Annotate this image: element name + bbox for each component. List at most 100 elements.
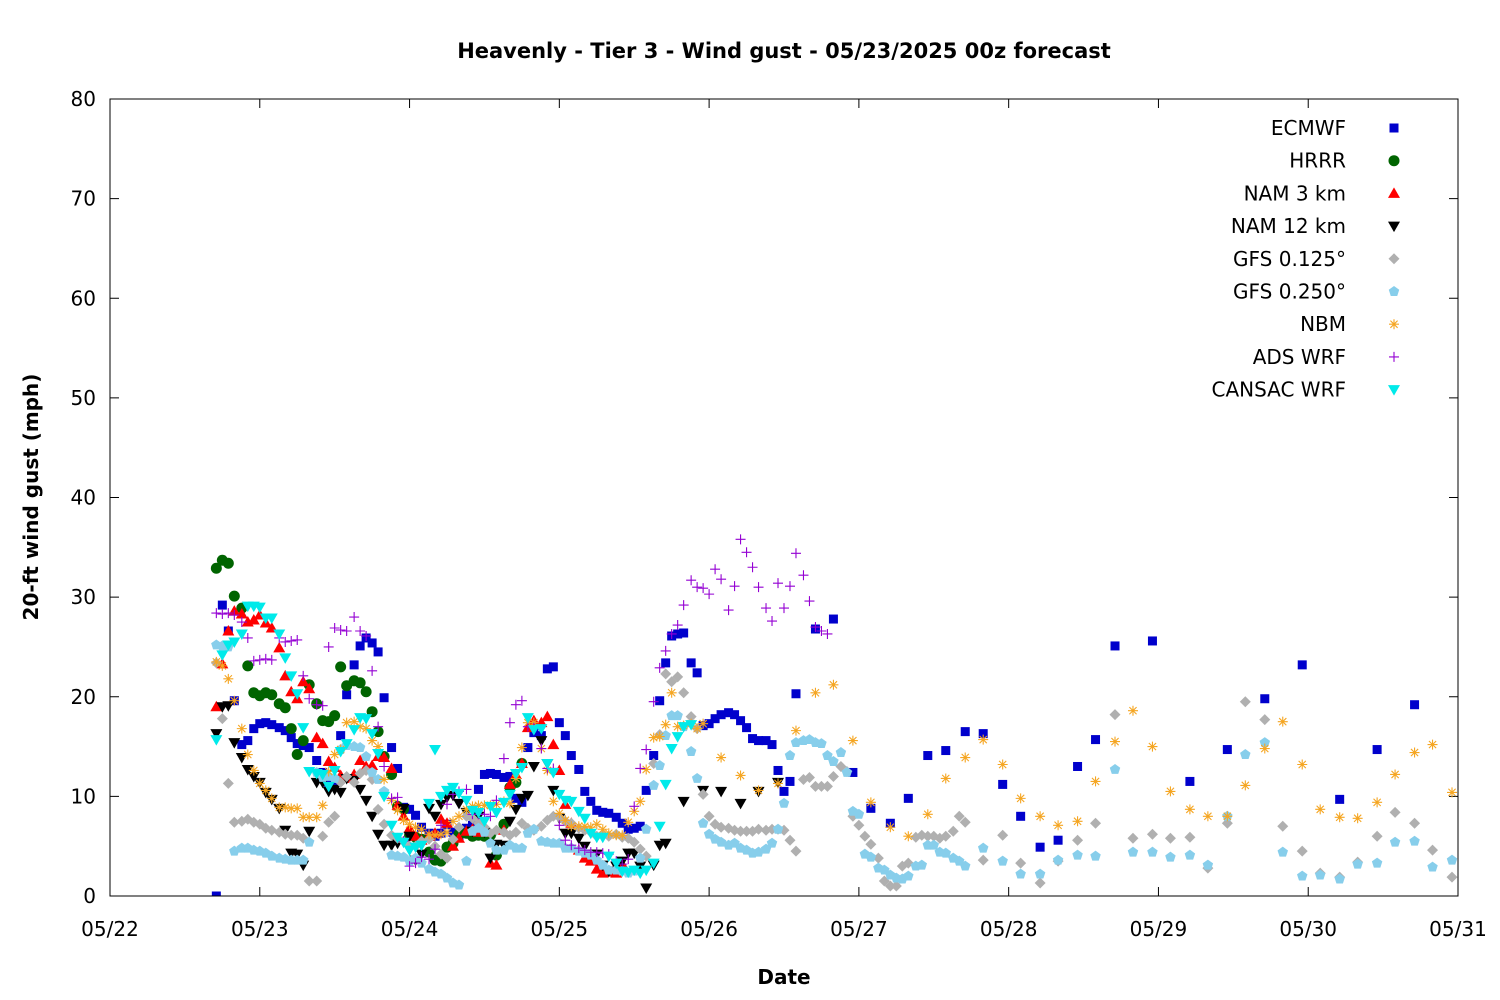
data-point — [685, 746, 697, 756]
data-point — [736, 716, 746, 726]
data-point — [316, 737, 329, 749]
data-point — [323, 641, 334, 652]
data-point — [710, 564, 721, 575]
data-point — [541, 710, 554, 722]
data-point — [535, 736, 548, 747]
data-point — [303, 682, 316, 694]
data-point — [490, 807, 503, 819]
data-point — [416, 824, 427, 835]
data-point — [735, 534, 746, 545]
data-point — [366, 759, 379, 770]
data-point — [1410, 700, 1420, 710]
data-point — [1259, 743, 1270, 754]
data-point — [560, 835, 571, 846]
data-point — [541, 758, 554, 770]
data-point — [773, 778, 784, 789]
data-point — [354, 754, 367, 766]
data-point — [1165, 786, 1176, 797]
data-point — [1127, 832, 1139, 844]
data-point — [404, 819, 415, 830]
data-point — [1427, 861, 1438, 872]
data-point — [604, 808, 614, 818]
data-point — [672, 710, 683, 721]
data-point — [279, 669, 292, 681]
data-point — [660, 719, 671, 730]
data-point — [223, 673, 234, 684]
data-point — [1202, 859, 1214, 870]
data-point — [329, 749, 340, 760]
data-point — [578, 813, 591, 825]
data-point — [678, 600, 689, 611]
data-point — [953, 810, 965, 822]
data-point — [748, 734, 758, 744]
data-point — [866, 803, 876, 813]
data-point — [1297, 759, 1308, 770]
data-point — [560, 815, 571, 826]
data-point — [473, 784, 483, 794]
data-point — [903, 831, 914, 842]
data-point — [1297, 870, 1308, 881]
data-point — [521, 713, 534, 724]
data-point — [660, 730, 671, 741]
data-point — [304, 743, 314, 753]
data-point — [235, 608, 248, 619]
data-point — [978, 729, 988, 739]
data-point — [767, 616, 778, 627]
data-point — [548, 662, 558, 672]
data-point — [393, 763, 403, 773]
data-point — [441, 852, 453, 864]
data-point — [692, 668, 702, 678]
data-point — [1090, 850, 1101, 861]
data-point — [248, 655, 259, 666]
data-point — [1259, 714, 1271, 726]
data-point — [959, 816, 971, 828]
data-point — [409, 830, 422, 841]
data-point — [716, 574, 727, 585]
data-point — [1409, 817, 1421, 829]
data-point — [591, 847, 602, 858]
series-nam-12-km — [210, 701, 785, 895]
data-point — [790, 548, 801, 559]
x-tick-label: 05/29 — [1130, 917, 1188, 941]
data-point — [248, 765, 259, 776]
series-nbm — [211, 656, 1458, 842]
data-point — [312, 756, 322, 766]
data-point — [523, 743, 533, 753]
data-point — [503, 816, 516, 828]
data-point — [373, 647, 383, 657]
data-point — [479, 800, 490, 811]
data-point — [784, 750, 796, 760]
data-point — [535, 724, 548, 735]
data-point — [590, 863, 603, 874]
data-point — [435, 813, 448, 824]
data-point — [236, 617, 247, 628]
data-point — [527, 761, 540, 773]
data-point — [429, 745, 442, 756]
legend-label: NBM — [1300, 312, 1346, 336]
x-tick-label: 05/26 — [680, 917, 738, 941]
data-point — [360, 751, 372, 761]
data-point — [916, 859, 928, 870]
x-tick-label: 05/28 — [980, 917, 1038, 941]
data-point — [566, 821, 577, 832]
data-points — [210, 534, 1458, 896]
data-point — [791, 689, 801, 699]
legend-marker — [1388, 221, 1400, 233]
data-point — [1277, 846, 1288, 857]
data-point — [354, 677, 366, 689]
data-point — [297, 854, 309, 865]
data-point — [672, 721, 683, 732]
legend-marker — [1388, 286, 1400, 296]
data-point — [317, 800, 328, 811]
data-point — [1091, 735, 1101, 745]
data-point — [547, 738, 560, 750]
data-point — [565, 796, 578, 808]
data-point — [785, 776, 795, 786]
data-point — [654, 759, 665, 770]
data-point — [753, 582, 764, 593]
data-point — [628, 836, 640, 848]
data-point — [242, 749, 253, 760]
data-point — [355, 625, 366, 636]
data-point — [429, 811, 442, 823]
data-point — [210, 700, 223, 712]
